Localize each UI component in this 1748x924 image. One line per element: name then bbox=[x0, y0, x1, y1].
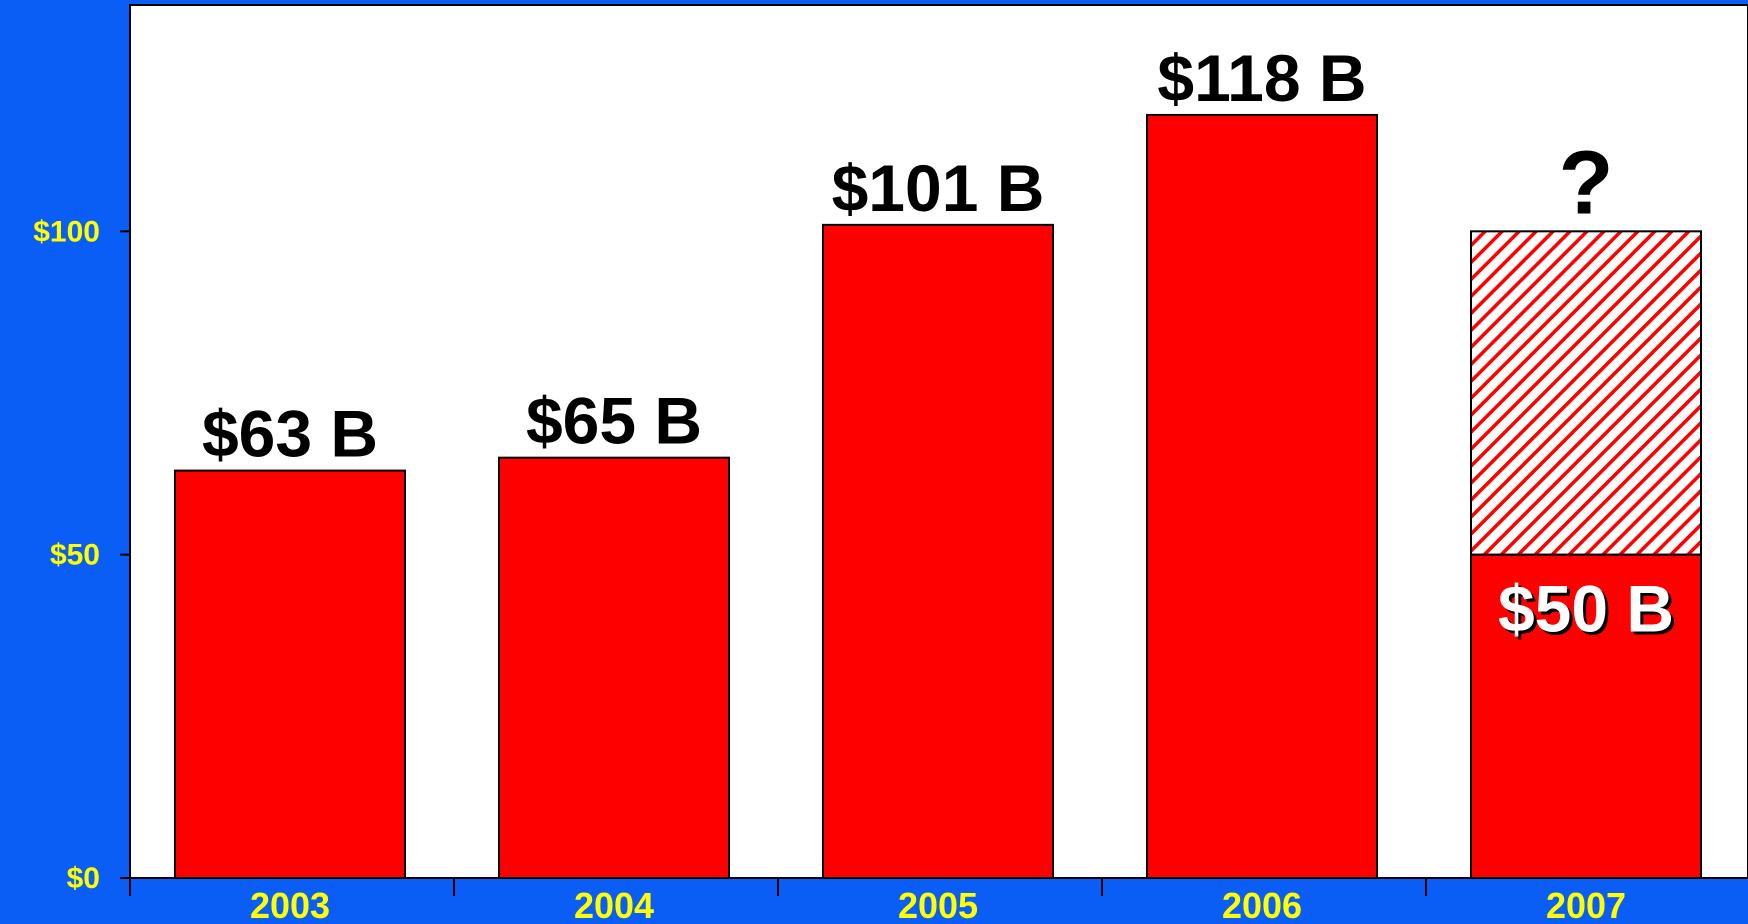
bars-group bbox=[174, 113, 1702, 880]
x-tick-label-2004: 2004 bbox=[574, 885, 654, 924]
data-label-2007: $50 B bbox=[1498, 572, 1674, 646]
bar-2006 bbox=[1146, 113, 1378, 879]
bar-2004 bbox=[498, 456, 730, 879]
data-label-2003: $63 B bbox=[202, 397, 378, 471]
y-axis: $0 $50 $100 bbox=[33, 5, 131, 895]
projected-label-2007: ? bbox=[1559, 133, 1614, 233]
bar-2007 bbox=[1470, 553, 1702, 880]
x-tick-label-2005: 2005 bbox=[898, 885, 978, 924]
x-tick-label-2006: 2006 bbox=[1222, 885, 1302, 924]
data-label-shadow-2007: $50 B bbox=[1501, 575, 1677, 649]
y-tick-label: $50 bbox=[50, 539, 100, 572]
y-tick-label: $0 bbox=[67, 862, 100, 895]
y-tick-label: $100 bbox=[33, 215, 100, 248]
data-label-2006: $118 B bbox=[1157, 41, 1366, 115]
bar-projected-2007 bbox=[1470, 230, 1702, 556]
bar-2005 bbox=[822, 223, 1054, 880]
bar-2003 bbox=[174, 469, 406, 879]
data-labels-group: $63 B $65 B$101 B$118 B?$50 B$50 B bbox=[202, 41, 1677, 649]
x-tick-label-2003: 2003 bbox=[250, 885, 330, 924]
data-label-2005: $101 B bbox=[832, 151, 1045, 225]
data-label-2004: $65 B bbox=[526, 384, 702, 458]
x-tick-label-2007: 2007 bbox=[1546, 885, 1626, 924]
